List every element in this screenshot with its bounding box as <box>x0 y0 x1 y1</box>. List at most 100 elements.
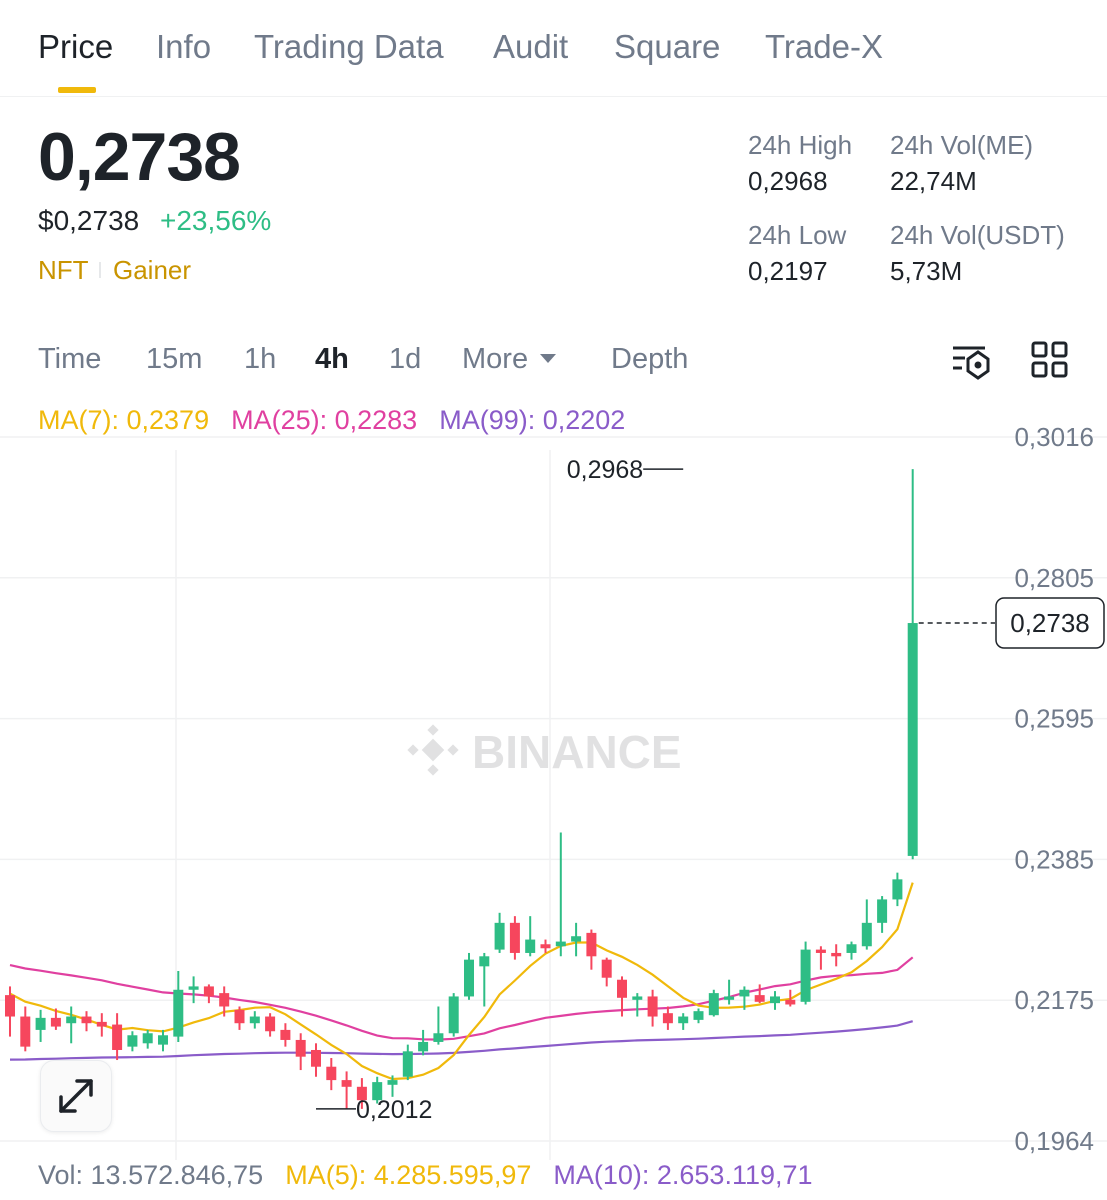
volume-legend: Vol: 13.572.846,75 MA(5): 4.285.595,97 MA(… <box>38 1160 835 1191</box>
candle <box>20 1006 31 1052</box>
candle-body <box>739 989 750 997</box>
interval-more-label: More <box>462 343 529 375</box>
y-axis-tick-label: 0,1964 <box>1014 1126 1094 1156</box>
chart-settings-icon[interactable] <box>950 340 990 380</box>
ma-legend: MA(7): 0,2379 MA(25): 0,2283 MA(99): 0,220… <box>38 405 647 436</box>
stat-24h-low-label: 24h Low <box>748 220 847 250</box>
candle <box>234 1006 245 1030</box>
tab-info[interactable]: Info <box>156 28 212 65</box>
candle <box>861 899 872 950</box>
interval-more-dropdown[interactable]: More <box>462 343 557 376</box>
grid-layout-icon[interactable] <box>1030 340 1070 380</box>
candle <box>341 1071 352 1109</box>
candle <box>754 984 765 1004</box>
candle <box>35 1009 46 1042</box>
last-price-box <box>995 597 1105 649</box>
candle-body <box>632 996 643 1000</box>
stat-24h-vol-usdt-value: 5,73M <box>890 256 963 286</box>
candle-body <box>601 959 612 978</box>
tab-trade-x[interactable]: Trade-X <box>765 28 883 65</box>
candle-body <box>280 1029 291 1040</box>
candle-body <box>112 1024 123 1050</box>
interval-depth[interactable]: Depth <box>611 343 689 375</box>
candle-body <box>555 941 566 947</box>
tab-price[interactable]: Price <box>38 28 114 65</box>
y-axis-tick-label: 0,3016 <box>1014 422 1094 452</box>
candle-body <box>448 996 459 1034</box>
fullscreen-button[interactable] <box>40 1060 112 1132</box>
candle <box>540 939 551 953</box>
interval-15m[interactable]: 15m <box>146 343 203 375</box>
price-usd: $0,2738 <box>38 205 140 236</box>
ma99-line <box>9 1020 914 1061</box>
candle <box>800 941 811 1005</box>
candle-body <box>846 944 857 953</box>
candle <box>173 971 184 1042</box>
candle-body <box>249 1016 260 1024</box>
tag-divider <box>99 262 101 278</box>
candle <box>158 1029 168 1052</box>
interval-1d[interactable]: 1d <box>389 343 422 375</box>
candle-body <box>662 1013 673 1024</box>
candle <box>785 989 796 1007</box>
interval-1h[interactable]: 1h <box>244 343 277 375</box>
candle <box>142 1029 153 1049</box>
caret-down-icon <box>540 354 557 363</box>
candle <box>586 929 597 970</box>
candle <box>571 922 582 957</box>
y-axis-tick-label: 0,2805 <box>1014 563 1094 593</box>
candle <box>601 957 612 987</box>
candle <box>892 872 903 907</box>
candle <box>402 1044 413 1081</box>
candle-body <box>678 1016 689 1024</box>
candle <box>617 976 627 1017</box>
candle <box>311 1043 321 1077</box>
candle <box>448 993 459 1037</box>
interval-4h[interactable]: 4h <box>315 343 349 375</box>
candle-body <box>265 1016 276 1032</box>
interval-time[interactable]: Time <box>38 343 102 375</box>
candle-body <box>693 1011 704 1020</box>
candle <box>433 1006 444 1045</box>
candle <box>555 832 566 957</box>
candle <box>831 944 842 967</box>
candle-body <box>892 879 903 900</box>
candle-body <box>96 1021 107 1027</box>
last-price-label: 0,2738 <box>1010 608 1090 638</box>
stat-24h-vol-me-label: 24h Vol(ME) <box>890 130 1034 160</box>
volume-ma10-label: MA(10): 2.653.119,71 <box>553 1160 813 1190</box>
tab-audit[interactable]: Audit <box>493 28 569 65</box>
candle-body <box>402 1051 413 1077</box>
candle-body <box>20 1016 31 1047</box>
candle-body <box>617 979 627 998</box>
candle <box>708 989 719 1017</box>
candle-body <box>311 1049 321 1067</box>
candle-body <box>295 1039 306 1057</box>
binance-logo-icon <box>407 724 459 776</box>
candle <box>265 1013 276 1037</box>
active-tab-indicator <box>58 87 96 93</box>
candle <box>464 952 474 1000</box>
candle <box>127 1031 138 1052</box>
candle-body <box>35 1017 46 1030</box>
candle-body <box>647 996 658 1017</box>
candle-body <box>724 996 735 1000</box>
y-axis-tick-label: 0,2175 <box>1014 985 1094 1015</box>
tab-trading-data[interactable]: Trading Data <box>254 28 444 65</box>
candle <box>188 976 199 1004</box>
y-axis-tick-label: 0,2385 <box>1014 844 1094 874</box>
tab-square[interactable]: Square <box>614 28 721 65</box>
candle <box>525 916 536 957</box>
stat-24h-high-value: 0,2968 <box>748 166 828 196</box>
tag-nft[interactable]: NFT <box>38 255 89 285</box>
candle <box>372 1076 383 1104</box>
candle <box>678 1013 689 1030</box>
candle-body <box>586 932 597 957</box>
candle <box>219 986 230 1017</box>
y-axis-tick-label: 0,2595 <box>1014 704 1094 734</box>
candlestick-chart[interactable]: BINANCE 0,3016 0,2805 0,2595 0,2385 0,2175 0,… <box>0 400 1107 1160</box>
candle-body <box>50 1017 61 1027</box>
candle-body <box>341 1080 352 1087</box>
tag-gainer[interactable]: Gainer <box>113 255 192 285</box>
candle <box>739 986 750 1010</box>
